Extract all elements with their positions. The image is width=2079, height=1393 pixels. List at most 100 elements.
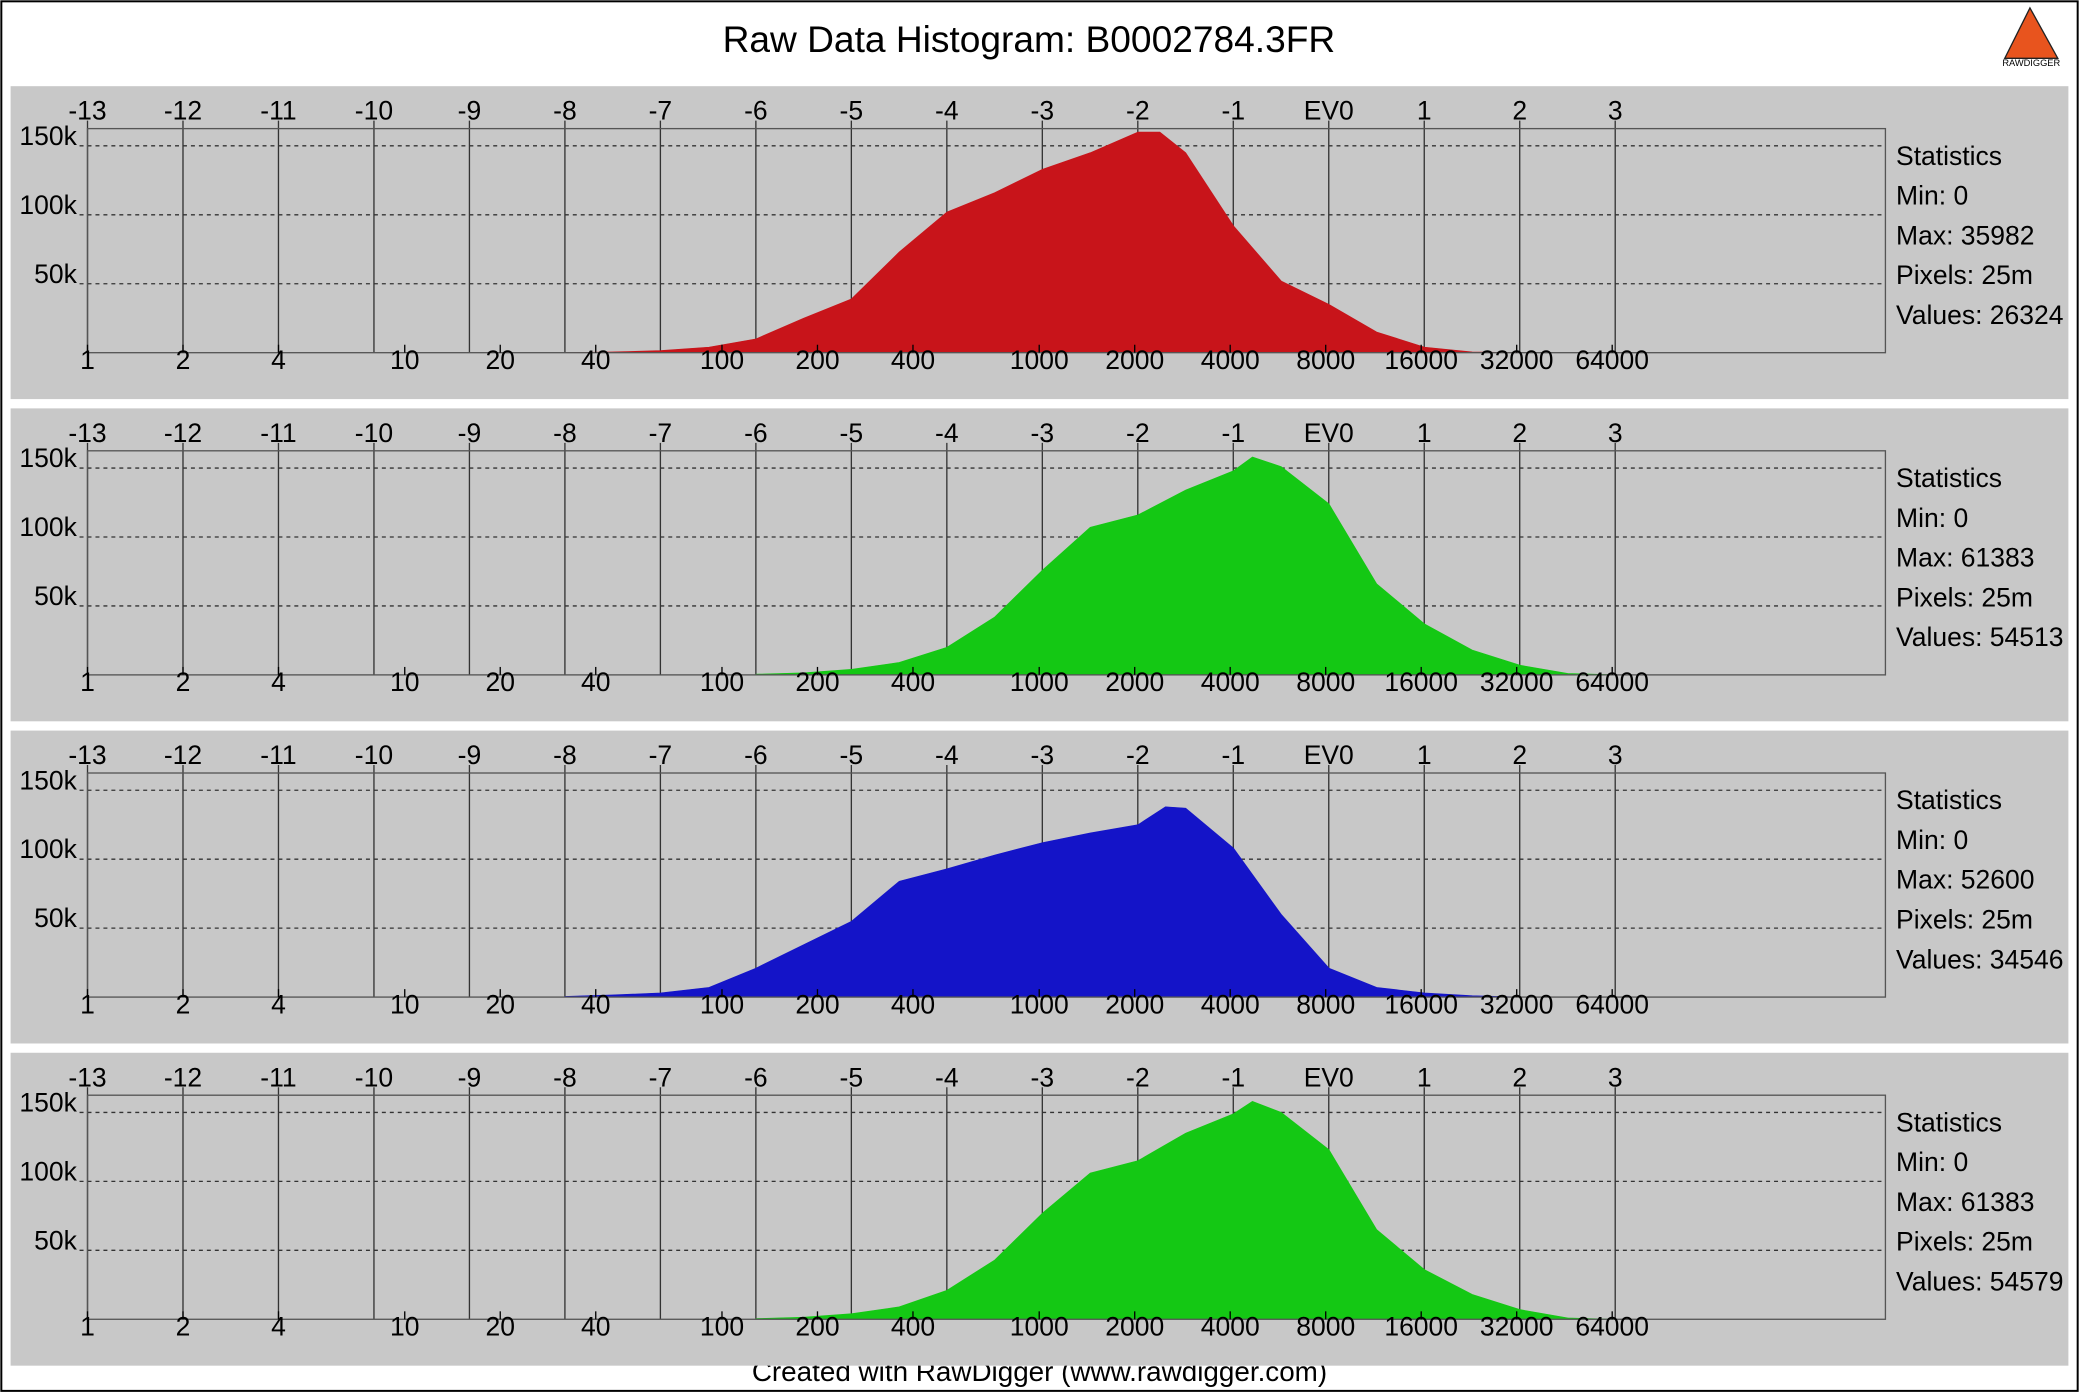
stats-line: Max: 35982 (1896, 220, 2034, 250)
ev-tick-label: -9 (458, 1062, 482, 1092)
x-tick-label: 64000 (1575, 989, 1649, 1019)
x-tick-label: 20 (485, 345, 514, 375)
ev-tick-label: 2 (1512, 1062, 1527, 1092)
ev-tick-label: -6 (744, 1062, 768, 1092)
x-tick-label: 200 (795, 1312, 839, 1342)
ev-tick-label: 3 (1608, 418, 1623, 448)
ev-tick-label: -8 (553, 1062, 577, 1092)
x-tick-label: 1000 (1010, 989, 1069, 1019)
ev-tick-label: -9 (458, 418, 482, 448)
stats-line: Max: 52600 (1896, 865, 2034, 895)
ev-tick-label: -3 (1031, 740, 1055, 770)
x-tick-label: 2000 (1105, 345, 1164, 375)
ev-tick-label: -8 (553, 740, 577, 770)
x-tick-label: 2 (176, 989, 191, 1019)
ev-tick-label: -2 (1126, 1062, 1150, 1092)
x-tick-label: 1 (80, 1312, 95, 1342)
x-tick-label: 10 (390, 667, 419, 697)
ev-tick-label: 3 (1608, 96, 1623, 126)
ev-tick-label: -4 (935, 96, 959, 126)
x-tick-label: 2000 (1105, 1312, 1164, 1342)
x-tick-label: 4000 (1201, 345, 1260, 375)
y-tick-label: 50k (34, 581, 77, 611)
stats-line: Values: 26324 (1896, 300, 2063, 330)
ev-tick-label: -7 (649, 418, 673, 448)
x-tick-label: 16000 (1384, 1312, 1458, 1342)
ev-tick-label: -7 (649, 1062, 673, 1092)
ev-tick-label: -4 (935, 740, 959, 770)
stats-line: Min: 0 (1896, 1147, 1968, 1177)
x-tick-label: 4 (271, 989, 286, 1019)
histogram-area (755, 456, 1616, 676)
x-tick-label: 40 (581, 1312, 610, 1342)
x-tick-label: 64000 (1575, 667, 1649, 697)
stats-line: Statistics (1896, 141, 2002, 171)
stats-line: Pixels: 25m (1896, 582, 2033, 612)
ev-tick-label: -9 (458, 740, 482, 770)
x-tick-label: 40 (581, 345, 610, 375)
stats-line: Min: 0 (1896, 825, 1968, 855)
x-tick-label: 1000 (1010, 345, 1069, 375)
stats-line: Values: 54579 (1896, 1266, 2063, 1296)
x-tick-label: 2 (176, 345, 191, 375)
y-tick-label: 150k (19, 121, 77, 151)
ev-tick-label: -5 (840, 96, 864, 126)
plot-frame (86, 127, 1887, 354)
stats-line: Statistics (1896, 463, 2002, 493)
ev-tick-label: 3 (1608, 740, 1623, 770)
x-tick-label: 16000 (1384, 667, 1458, 697)
ev-tick-label: -8 (553, 418, 577, 448)
ev-tick-label: 2 (1512, 740, 1527, 770)
ev-tick-label: 1 (1417, 418, 1432, 448)
ev-tick-label: -7 (649, 740, 673, 770)
ev-tick-label: -7 (649, 96, 673, 126)
x-tick-label: 200 (795, 989, 839, 1019)
ev-tick-label: -8 (553, 96, 577, 126)
ev-tick-label: -1 (1221, 740, 1245, 770)
y-tick-label: 150k (19, 1087, 77, 1117)
x-tick-label: 4000 (1201, 667, 1260, 697)
ev-tick-label: -5 (840, 1062, 864, 1092)
ev-tick-label: -2 (1126, 96, 1150, 126)
x-tick-label: 20 (485, 989, 514, 1019)
ev-tick-label: -6 (744, 418, 768, 448)
ev-tick-label: -1 (1221, 96, 1245, 126)
ev-tick-label: 3 (1608, 1062, 1623, 1092)
stats-line: Min: 0 (1896, 181, 1968, 211)
plot-frame (86, 772, 1887, 998)
y-tick-label: 50k (34, 1225, 77, 1255)
x-tick-label: 100 (700, 345, 744, 375)
page-title: Raw Data Histogram: B0002784.3FR (723, 18, 1336, 60)
ev-tick-label: 1 (1417, 740, 1432, 770)
ev-tick-label: -3 (1031, 96, 1055, 126)
ev-tick-label: -4 (935, 418, 959, 448)
y-tick-label: 100k (19, 1156, 77, 1186)
ev-tick-label: -3 (1031, 1062, 1055, 1092)
x-tick-label: 2000 (1105, 667, 1164, 697)
stats-line: Pixels: 25m (1896, 260, 2033, 290)
x-tick-label: 4 (271, 667, 286, 697)
x-tick-label: 1 (80, 345, 95, 375)
plot-frame (86, 1094, 1887, 1320)
x-tick-label: 8000 (1296, 1312, 1355, 1342)
y-tick-label: 150k (19, 443, 77, 473)
ev-tick-label: -6 (744, 96, 768, 126)
ev-tick-label: -5 (840, 418, 864, 448)
x-tick-label: 400 (891, 1312, 935, 1342)
x-tick-label: 16000 (1384, 989, 1458, 1019)
y-tick-label: 50k (34, 259, 77, 289)
x-tick-label: 8000 (1296, 667, 1355, 697)
x-tick-label: 100 (700, 1312, 744, 1342)
x-tick-label: 4 (271, 345, 286, 375)
x-tick-label: 64000 (1575, 1312, 1649, 1342)
x-tick-label: 4000 (1201, 1312, 1260, 1342)
x-tick-label: 40 (581, 989, 610, 1019)
x-tick-label: 8000 (1296, 345, 1355, 375)
x-tick-label: 400 (891, 345, 935, 375)
y-tick-label: 50k (34, 903, 77, 933)
x-tick-label: 4000 (1201, 989, 1260, 1019)
ev-tick-label: -5 (840, 740, 864, 770)
stats-line: Min: 0 (1896, 503, 1968, 533)
x-tick-label: 400 (891, 989, 935, 1019)
stats-line: Max: 61383 (1896, 1187, 2034, 1217)
